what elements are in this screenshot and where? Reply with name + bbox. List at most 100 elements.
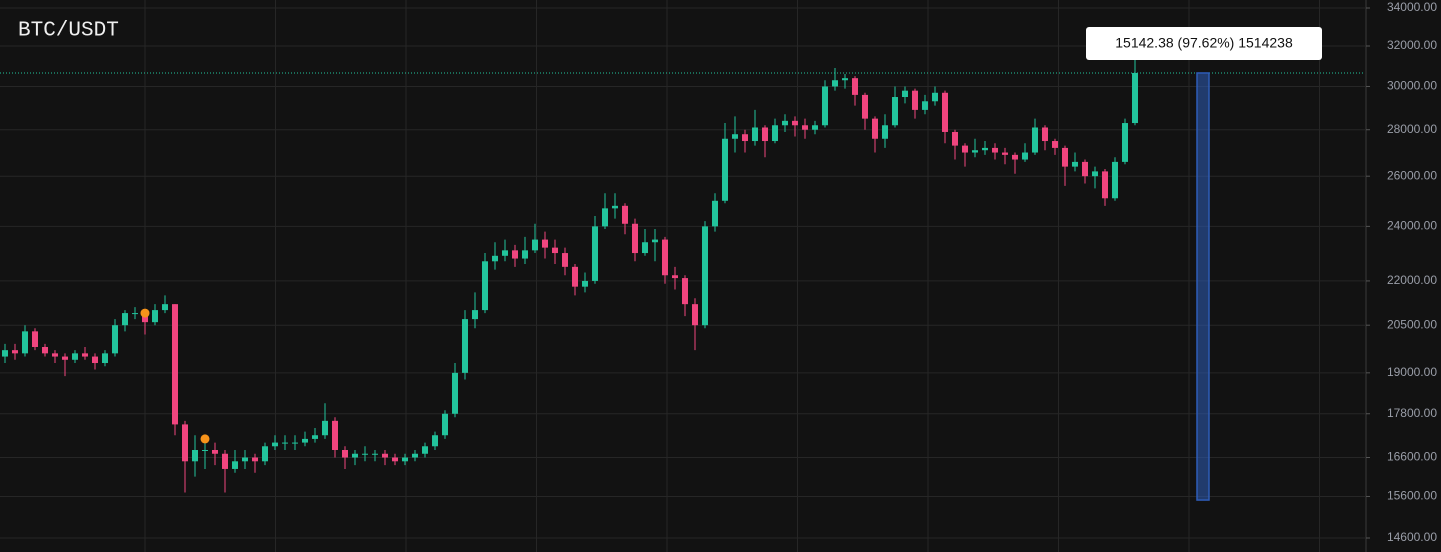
candle-body	[292, 442, 298, 444]
chart-title: BTC/USDT	[18, 20, 119, 43]
candle-body	[532, 239, 538, 251]
candle-body	[1132, 72, 1138, 124]
candle-body	[692, 304, 698, 326]
candle-body	[152, 310, 158, 323]
candle-body	[322, 420, 328, 436]
candle-body	[172, 304, 178, 425]
candle-body	[232, 461, 238, 469]
candle-body	[512, 250, 518, 259]
y-tick-label: 14600.00	[1387, 530, 1437, 544]
y-tick-label: 32000.00	[1387, 38, 1437, 52]
candle-body	[12, 350, 18, 354]
candle-body	[1032, 127, 1038, 153]
candle-body	[52, 353, 58, 357]
candle-body	[592, 226, 598, 281]
y-tick-label: 22000.00	[1387, 273, 1437, 287]
candle-body	[972, 150, 978, 153]
candle-body	[622, 205, 628, 224]
candle-body	[62, 356, 68, 360]
candle-body	[222, 453, 228, 469]
candle-body	[442, 413, 448, 436]
candle-body	[1042, 127, 1048, 142]
candle-body	[792, 120, 798, 126]
candle-body	[762, 127, 768, 142]
candle-body	[962, 145, 968, 153]
candle-body	[372, 453, 378, 455]
candle-body	[802, 125, 808, 130]
range-label-box	[1086, 27, 1322, 60]
candle-body	[182, 424, 188, 462]
candle-body	[752, 127, 758, 142]
candle-body	[562, 253, 568, 267]
candle-body	[472, 310, 478, 320]
candle-body	[342, 450, 348, 458]
y-tick-label: 26000.00	[1387, 168, 1437, 182]
candle-body	[462, 319, 468, 373]
candle-body	[892, 97, 898, 126]
y-tick-label: 28000.00	[1387, 122, 1437, 136]
candle-body	[722, 138, 728, 201]
candle-body	[312, 435, 318, 439]
candle-body	[1102, 171, 1108, 199]
candle-body	[402, 457, 408, 462]
candle-body	[392, 457, 398, 462]
candle-body	[862, 94, 868, 119]
candle-body	[492, 255, 498, 262]
candle-body	[162, 304, 168, 311]
candle-body	[262, 446, 268, 462]
candle-body	[872, 118, 878, 139]
candle-body	[302, 438, 308, 443]
candle-body	[882, 125, 888, 139]
candle-body	[902, 90, 908, 98]
candle-body	[362, 453, 368, 455]
candle-body	[92, 356, 98, 364]
y-tick-label: 15600.00	[1387, 489, 1437, 503]
candle-body	[572, 266, 578, 287]
candle-body	[602, 208, 608, 227]
y-tick-label: 34000.00	[1387, 0, 1437, 14]
candle-body	[772, 125, 778, 142]
candle-body	[242, 457, 248, 462]
candle-body	[702, 226, 708, 326]
candle-body	[582, 280, 588, 287]
candle-body	[32, 331, 38, 347]
candle-body	[652, 239, 658, 243]
candle-body	[942, 92, 948, 132]
y-tick-label: 20500.00	[1387, 317, 1437, 331]
candle-body	[662, 239, 668, 276]
candle-body	[1082, 161, 1088, 177]
candle-body	[502, 250, 508, 256]
candle-body	[642, 242, 648, 254]
y-tick-label: 30000.00	[1387, 79, 1437, 93]
candle-body	[742, 134, 748, 142]
candle-body	[72, 353, 78, 360]
candle-body	[2, 350, 8, 357]
candle-body	[452, 372, 458, 414]
candle-body	[272, 442, 278, 447]
candle-body	[612, 205, 618, 209]
candle-body	[632, 223, 638, 254]
candle-body	[1052, 141, 1058, 148]
candle-body	[1072, 161, 1078, 167]
candle-body	[542, 239, 548, 248]
candle-body	[202, 450, 208, 452]
range-box	[1196, 72, 1210, 501]
candle-body	[212, 450, 218, 454]
candle-body	[682, 278, 688, 305]
y-tick-label: 19000.00	[1387, 365, 1437, 379]
candle-body	[822, 86, 828, 126]
y-tick-label: 24000.00	[1387, 219, 1437, 233]
candle-body	[102, 353, 108, 364]
candle-body	[142, 313, 148, 323]
candle-body	[1002, 152, 1008, 155]
candle-body	[922, 101, 928, 110]
candle-body	[782, 120, 788, 126]
candle-body	[522, 250, 528, 259]
candle-body	[432, 435, 438, 447]
candle-body	[382, 453, 388, 458]
candle-body	[352, 453, 358, 458]
candle-body	[1062, 147, 1068, 167]
candle-body	[992, 147, 998, 153]
marker	[200, 434, 210, 444]
